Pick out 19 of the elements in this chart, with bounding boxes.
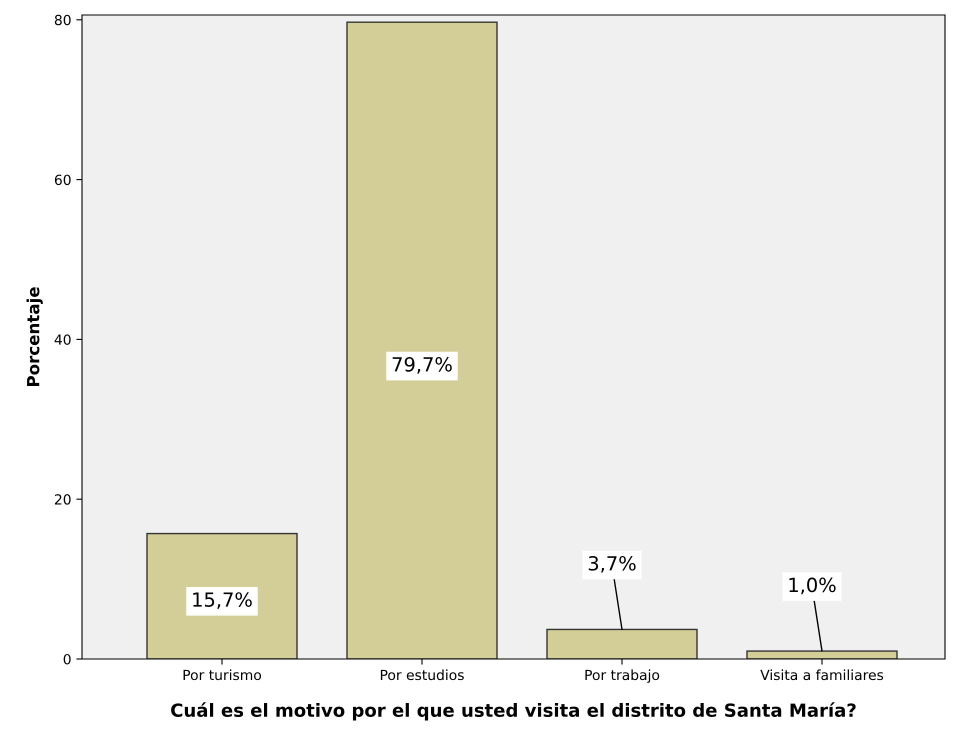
y-tick-label: 40 — [54, 334, 71, 345]
y-tick-label: 80 — [54, 14, 71, 26]
data-label: 79,7% — [392, 357, 452, 374]
bar — [746, 650, 898, 659]
data-label: 1,0% — [789, 578, 836, 594]
x-tick-label: Por trabajo — [585, 669, 660, 683]
x-tick-label: Visita a familiares — [760, 669, 884, 680]
x-axis-title: Cuál es el motivo por el que usted visita el distrito de Santa María? — [171, 702, 856, 720]
y-tick-label: 20 — [54, 494, 71, 505]
bar — [146, 532, 298, 659]
y-tick-label: 0 — [64, 654, 71, 664]
data-label: 3,7% — [588, 556, 636, 573]
x-tick-label: Por estudios — [380, 669, 464, 680]
y-axis-title: Porcentaje — [26, 287, 43, 386]
x-tick-label: Por turismo — [184, 669, 262, 680]
y-tick-label: 60 — [54, 174, 71, 186]
data-label: 15,7% — [193, 592, 252, 609]
bar — [346, 21, 498, 659]
bar — [546, 628, 698, 659]
